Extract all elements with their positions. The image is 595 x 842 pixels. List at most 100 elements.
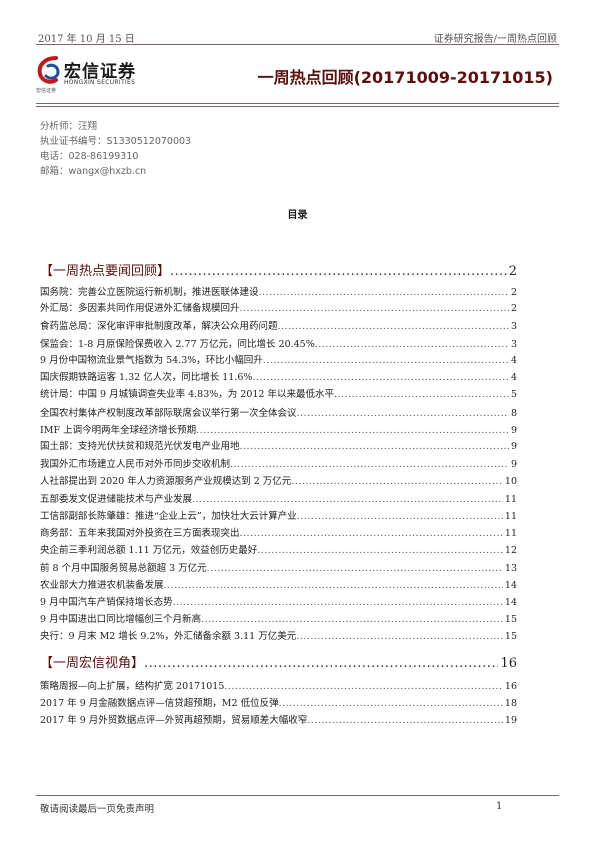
toc-entry-label: 全国农村集体产权制度改革部际联席会议举行第一次全体会议 xyxy=(40,408,297,419)
logo-name-cn: 宏信证券 xyxy=(64,62,136,82)
toc-entry[interactable]: 前 8 个月中国服务贸易总额超 3 万亿元 13 xyxy=(40,560,517,574)
toc-entry-page: 16 xyxy=(504,681,517,692)
toc-entry-label: 【一周热点要闻回顾】 xyxy=(40,264,171,279)
toc-entry[interactable]: 策略周报—向上扩展，结构扩宽 20171015 16 xyxy=(40,678,517,692)
logo-emblem-icon xyxy=(37,56,60,84)
toc-leader-dots xyxy=(278,321,509,332)
toc-entry-label: 国务院：完善公立医院运行新机制，推进医联体建设 xyxy=(40,287,259,298)
toc-leader-dots xyxy=(230,459,509,470)
toc-entry[interactable]: 我国外汇市场建立人民币对外币同步交收机制 9 xyxy=(40,456,517,470)
toc-entry-label: IMF 上调今明两年全球经济增长预期 xyxy=(40,425,197,436)
report-date: 2017 年 10 月 15 日 xyxy=(38,34,135,45)
toc-leader-dots xyxy=(164,580,503,591)
toc-section-entry[interactable]: 【一周热点要闻回顾】 2 xyxy=(40,260,517,279)
toc-entry[interactable]: 全国农村集体产权制度改革部际联席会议举行第一次全体会议 8 xyxy=(40,405,517,419)
toc-entry-label: 9 月中国进出口同比增幅创三个月新高 xyxy=(40,614,202,625)
toc-leader-dots xyxy=(207,563,503,574)
toc-entry-label: 2017 年 9 月外贸数据点评—外贸再超预期，贸易顺差大幅收窄 xyxy=(40,715,308,726)
toc-entry[interactable]: 央行：9 月末 M2 增长 9.2%，外汇储备余额 3.11 万亿美元 15 xyxy=(40,628,517,642)
toc-entry[interactable]: 央企前三季利润总额 1.11 万亿元，效益创历史最好 12 xyxy=(40,542,517,556)
toc-entry-page: 9 xyxy=(510,425,517,436)
toc-leader-dots xyxy=(297,408,509,419)
toc-entry-page: 9 xyxy=(510,441,517,452)
toc-entry-label: 策略周报—向上扩展，结构扩宽 20171015 xyxy=(40,681,225,692)
toc-entry-page: 15 xyxy=(504,614,517,625)
toc-entry-label: 9 月份中国物流业景气指数为 54.3%，环比小幅回升 xyxy=(40,355,263,366)
toc-entry-label: 保监会：1-8 月原保险保费收入 2.77 万亿元，同比增长 20.45% xyxy=(40,339,315,350)
toc-leader-dots xyxy=(201,614,503,625)
toc-entry-page: 18 xyxy=(504,698,517,709)
toc-entry-page: 14 xyxy=(504,580,517,591)
company-logo: 宏信证券 HONGXIN SECURITIES 宏信证券 xyxy=(36,54,176,96)
toc-leader-dots xyxy=(173,597,503,608)
toc-entry-page: 11 xyxy=(504,511,517,522)
footer-rule xyxy=(36,795,559,796)
toc-entry-label: 前 8 个月中国服务贸易总额超 3 万亿元 xyxy=(40,563,207,574)
toc-entry[interactable]: 保监会：1-8 月原保险保费收入 2.77 万亿元，同比增长 20.45% 3 xyxy=(40,336,517,350)
toc-entry-page: 4 xyxy=(510,372,517,383)
toc-leader-dots xyxy=(307,715,503,726)
toc-leader-dots xyxy=(170,264,507,279)
toc-entry-page: 3 xyxy=(510,321,517,332)
toc-entry-page: 4 xyxy=(510,355,517,366)
toc-entry-page: 10 xyxy=(504,476,517,487)
toc-entry[interactable]: 9 月中国进出口同比增幅创三个月新高 15 xyxy=(40,611,517,625)
toc-leader-dots xyxy=(252,372,509,383)
analyst-cert: 执业证书编号：S1330512070003 xyxy=(40,136,192,147)
toc-entry[interactable]: 工信部副部长陈肇雄：推进“企业上云”，加快壮大云计算产业 11 xyxy=(40,508,517,522)
toc-entry[interactable]: 外汇局：多因素共同作用促进外汇储备规模回升 2 xyxy=(40,300,517,314)
toc-leader-dots xyxy=(279,698,503,709)
toc-leader-dots xyxy=(240,441,509,452)
toc-entry-page: 5 xyxy=(510,389,517,400)
toc-entry[interactable]: 国务院：完善公立医院运行新机制，推进医联体建设 2 xyxy=(40,284,517,298)
toc-entry[interactable]: IMF 上调今明两年全球经济增长预期 9 xyxy=(40,422,517,436)
toc-leader-dots xyxy=(196,425,509,436)
toc-section-entry[interactable]: 【一周宏信视角】 16 xyxy=(40,652,517,671)
toc-entry[interactable]: 9 月份中国物流业景气指数为 54.3%，环比小幅回升 4 xyxy=(40,352,517,366)
toc-leader-dots xyxy=(296,631,503,642)
toc-entry[interactable]: 农业部大力推进农机装备发展 14 xyxy=(40,577,517,591)
toc-entry-page: 15 xyxy=(504,631,517,642)
toc-entry-label: 外汇局：多因素共同作用促进外汇储备规模回升 xyxy=(40,303,240,314)
toc-entry-label: 央企前三季利润总额 1.11 万亿元，效益创历史最好 xyxy=(40,545,258,556)
toc-entry[interactable]: 2017 年 9 月金融数据点评—信贷超预期，M2 低位反弹 18 xyxy=(40,695,517,709)
toc-entry[interactable]: 国土部：支持光伏扶贫和规范光伏发电产业用地 9 xyxy=(40,438,517,452)
toc-entry-label: 人社部提出到 2020 年人力资源服务产业规模达到 2 万亿元 xyxy=(40,476,292,487)
toc-leader-dots xyxy=(334,389,509,400)
toc-entry-label: 统计局：中国 9 月城镇调查失业率 4.83%，为 2012 年以来最低水平 xyxy=(40,389,334,400)
toc-leader-dots xyxy=(259,287,509,298)
logo-sub-text: 宏信证券 xyxy=(36,88,57,94)
toc-entry[interactable]: 人社部提出到 2020 年人力资源服务产业规模达到 2 万亿元 10 xyxy=(40,473,517,487)
toc-entry-page: 14 xyxy=(504,597,517,608)
toc-entry[interactable]: 五部委发文促进储能技术与产业发展 11 xyxy=(40,491,517,505)
toc-entry-label: 商务部：五年来我国对外投资在三方面表现突出 xyxy=(40,528,240,539)
toc-entry-page: 11 xyxy=(504,494,517,505)
toc-entry[interactable]: 国庆假期铁路运客 1.32 亿人次，同比增长 11.6% 4 xyxy=(40,369,517,383)
report-type: 证券研究报告/一周热点回顾 xyxy=(433,34,557,45)
toc-entry-page: 11 xyxy=(504,528,517,539)
toc-leader-dots xyxy=(263,355,509,366)
logo-name-en: HONGXIN SECURITIES xyxy=(64,79,136,86)
toc-entry[interactable]: 商务部：五年来我国对外投资在三方面表现突出 11 xyxy=(40,525,517,539)
toc-entry-page: 8 xyxy=(510,408,517,419)
title-rule xyxy=(36,103,559,104)
toc-entry[interactable]: 2017 年 9 月外贸数据点评—外贸再超预期，贸易顺差大幅收窄 19 xyxy=(40,712,517,726)
toc-leader-dots xyxy=(144,656,498,671)
toc-entry-label: 五部委发文促进储能技术与产业发展 xyxy=(40,494,193,505)
analyst-phone: 电话：028-86199310 xyxy=(40,151,139,162)
toc-leader-dots xyxy=(315,339,509,350)
toc-entry[interactable]: 统计局：中国 9 月城镇调查失业率 4.83%，为 2012 年以来最低水平 5 xyxy=(40,386,517,400)
toc-entry-label: 我国外汇市场建立人民币对外币同步交收机制 xyxy=(40,459,231,470)
toc-heading: 目录 xyxy=(287,210,308,221)
toc-entry[interactable]: 食药监总局：深化审评审批制度改革，解决公众用药问题 3 xyxy=(40,318,517,332)
footer-disclaimer: 敬请阅读最后一页免责声明 xyxy=(40,804,155,815)
toc-entry-page: 9 xyxy=(510,459,517,470)
toc-entry-page: 3 xyxy=(510,339,517,350)
toc-leader-dots xyxy=(224,681,503,692)
toc-entry[interactable]: 9 月中国汽车产销保持增长态势 14 xyxy=(40,594,517,608)
toc-leader-dots xyxy=(291,476,503,487)
toc-leader-dots xyxy=(297,511,503,522)
toc-entry-page: 2 xyxy=(508,264,517,279)
analyst-email[interactable]: 邮箱：wangx@hxzb.cn xyxy=(40,166,147,177)
toc-entry-label: 农业部大力推进农机装备发展 xyxy=(40,580,164,591)
